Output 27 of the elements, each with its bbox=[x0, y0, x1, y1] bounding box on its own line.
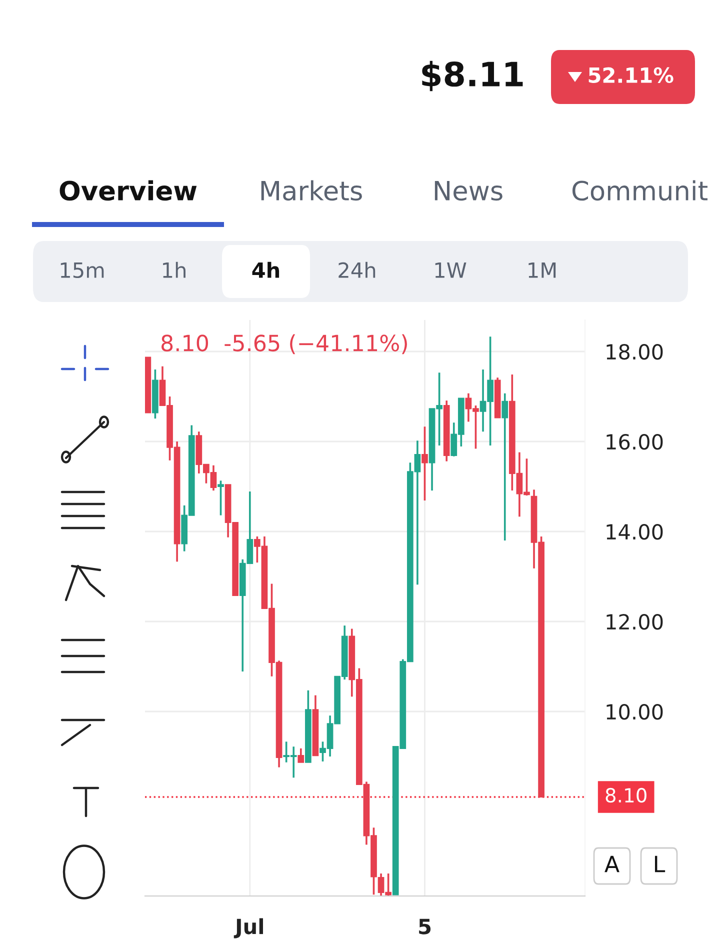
text: A bbox=[604, 856, 620, 872]
y-tick-label: 18.00 bbox=[606, 344, 663, 360]
y-tick-label: 10.00 bbox=[606, 704, 663, 720]
text: Markets bbox=[261, 180, 362, 201]
x-tick-label: Jul bbox=[234, 918, 264, 938]
text: 4h bbox=[252, 262, 280, 278]
candlestick bbox=[298, 747, 304, 764]
x-tick-label: 5 bbox=[419, 918, 431, 934]
text: L bbox=[654, 856, 666, 872]
y-tick-label: 16.00 bbox=[606, 434, 663, 450]
candlestick bbox=[218, 480, 224, 516]
text: 52.11% bbox=[588, 67, 674, 84]
text: Communit bbox=[572, 180, 708, 201]
text: 15m bbox=[60, 262, 104, 278]
text: $8.11 bbox=[422, 60, 523, 92]
candlestick bbox=[422, 426, 428, 502]
text: 1M bbox=[528, 262, 556, 278]
y-tick-label: 12.00 bbox=[606, 614, 663, 630]
text: 1h bbox=[163, 262, 186, 278]
text: Overview bbox=[60, 180, 197, 201]
annotation: 8.10 -5.65 (−41.11%) bbox=[162, 334, 407, 354]
text: 24h bbox=[338, 262, 376, 278]
candlestick bbox=[502, 392, 508, 542]
ref-line-label: 8.10 bbox=[606, 788, 646, 803]
text: 1W bbox=[435, 262, 466, 278]
text: News bbox=[434, 181, 502, 201]
y-tick-label: 14.00 bbox=[606, 524, 663, 540]
